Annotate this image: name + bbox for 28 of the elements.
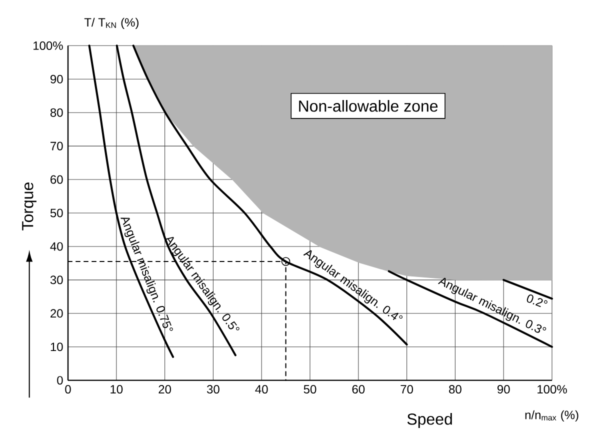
x-tick-label: 0 bbox=[65, 385, 71, 394]
x-tick-label: 90 bbox=[497, 385, 510, 394]
y-tick-label: 70 bbox=[50, 142, 63, 150]
x-tick-label: 100% bbox=[538, 385, 567, 394]
x-tick-label: 30 bbox=[206, 385, 220, 394]
x-tick-label: 40 bbox=[255, 385, 268, 394]
x-tick-label: 80 bbox=[449, 385, 462, 394]
text: n/n$_{max}$ (%) bbox=[525, 410, 578, 422]
y-tick-label: 50 bbox=[50, 208, 63, 218]
y-tick-label: 30 bbox=[50, 276, 63, 284]
y-tick-label: 60 bbox=[50, 175, 63, 184]
annotation: Non-allowable zone bbox=[299, 100, 438, 112]
x-tick-label: 60 bbox=[352, 385, 365, 394]
y-tick-label: 20 bbox=[50, 309, 63, 318]
x-axis-title: Speed bbox=[407, 413, 452, 428]
y-tick-label: 40 bbox=[50, 242, 63, 251]
y-tick-label: 0 bbox=[57, 376, 63, 385]
x-tick-label: 70 bbox=[400, 385, 414, 394]
x-tick-label: 20 bbox=[158, 385, 172, 394]
y-tick-label: 90 bbox=[50, 74, 63, 84]
x-tick-label: 10 bbox=[110, 385, 123, 394]
y-tick-label: 100% bbox=[34, 41, 63, 50]
y-axis-title: Torque bbox=[22, 182, 36, 230]
y-tick-label: 80 bbox=[50, 108, 63, 117]
x-tick-label: 50 bbox=[304, 385, 316, 394]
y-tick-label: 10 bbox=[50, 342, 63, 352]
text: T/ T$_{KN}$ (%) bbox=[84, 18, 138, 30]
text: 0.2° bbox=[526, 294, 548, 308]
